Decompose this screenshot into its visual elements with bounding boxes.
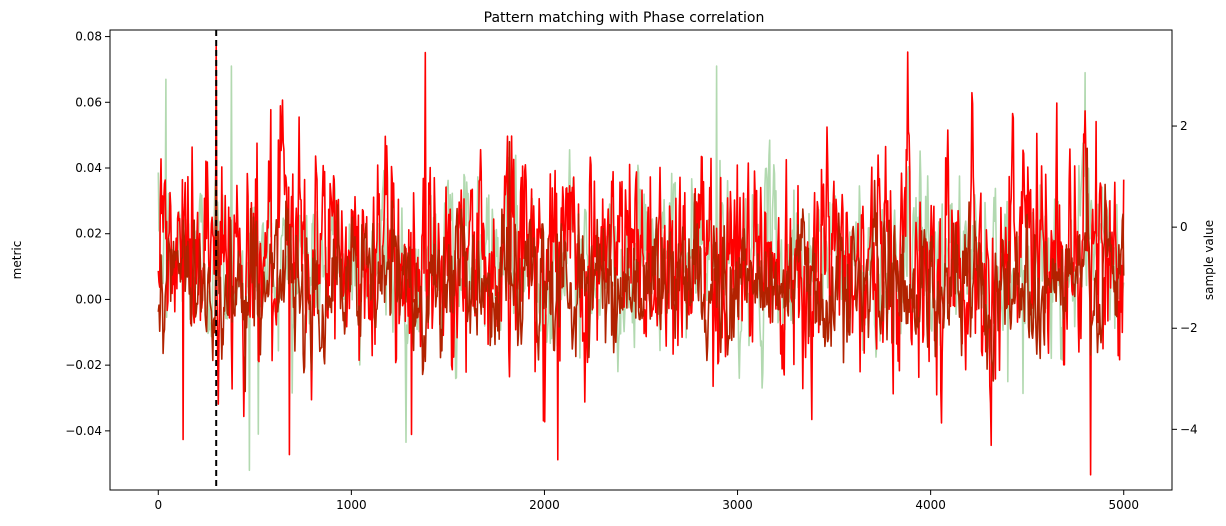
y2-tick-label: 0 xyxy=(1180,220,1188,234)
x-axis: 0 1000 2000 3000 4000 5000 xyxy=(154,490,1139,512)
y-tick-label: 0.06 xyxy=(75,95,102,109)
y-tick-label: 0.08 xyxy=(75,30,102,44)
y-tick-label: −0.04 xyxy=(65,424,102,438)
x-tick-label: 5000 xyxy=(1108,498,1139,512)
y-tick-label: 0.00 xyxy=(75,292,102,306)
y2-tick-label: −4 xyxy=(1180,422,1198,436)
series-layer xyxy=(157,44,1125,476)
y-axis-label: metric xyxy=(10,241,24,280)
y-axis-right: −4 −2 0 2 xyxy=(1172,119,1198,436)
y-tick-label: −0.02 xyxy=(65,358,102,372)
x-tick-label: 1000 xyxy=(336,498,367,512)
x-tick-label: 4000 xyxy=(915,498,946,512)
y-tick-label: 0.04 xyxy=(75,161,102,175)
y-axis-left: −0.04 −0.02 0.00 0.02 0.04 0.06 0.08 xyxy=(65,30,110,438)
chart-title: Pattern matching with Phase correlation xyxy=(484,10,765,26)
y2-axis-label: sample value xyxy=(1202,220,1216,300)
plot-frame xyxy=(109,29,1173,491)
x-tick-label: 2000 xyxy=(529,498,560,512)
y-tick-label: 0.02 xyxy=(75,227,102,241)
x-tick-label: 3000 xyxy=(722,498,753,512)
y2-tick-label: 2 xyxy=(1180,119,1188,133)
y2-tick-label: −2 xyxy=(1180,321,1198,335)
series-line-2 xyxy=(157,140,1125,393)
x-tick-label: 0 xyxy=(154,498,162,512)
